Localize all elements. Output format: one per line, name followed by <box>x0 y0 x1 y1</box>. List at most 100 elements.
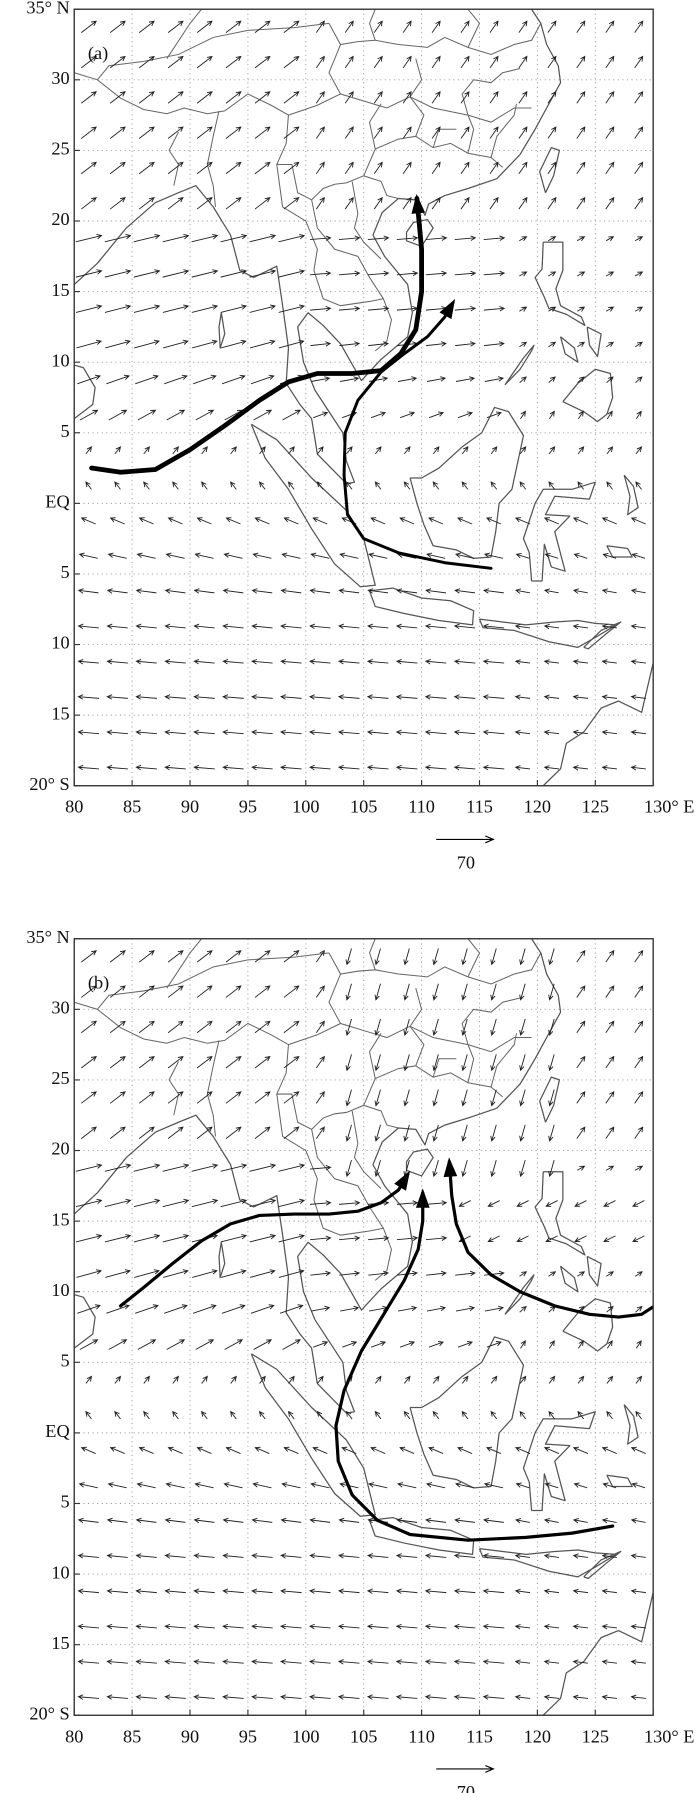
wind-vector <box>395 1694 418 1700</box>
wind-vector <box>191 233 219 243</box>
wind-vector <box>254 1446 270 1454</box>
wind-vector <box>344 126 354 139</box>
wind-vector <box>630 517 646 525</box>
map-panel: (a)80 85 90 95 100 105 110 115 120 125 130° E35° N… <box>26 0 694 873</box>
wind-vector <box>630 588 646 594</box>
wind-vector <box>543 517 560 525</box>
border <box>351 1110 382 1189</box>
wind-vector <box>572 729 589 736</box>
streamline <box>118 1172 410 1308</box>
wind-vector <box>547 126 557 139</box>
wind-vector <box>75 1198 103 1208</box>
wind-vector <box>338 270 361 277</box>
wind-vector <box>136 552 156 559</box>
wind-vector <box>135 659 157 665</box>
wind-vector <box>402 196 412 210</box>
wind-vector <box>424 1659 447 1665</box>
wind-vector <box>548 1305 556 1313</box>
wind-vector <box>278 304 305 313</box>
wind-vector <box>432 1124 439 1142</box>
coastline <box>368 1516 475 1555</box>
border <box>409 58 425 137</box>
wind-vector <box>225 1055 242 1069</box>
wind-vector <box>424 623 447 629</box>
wind-vector <box>572 588 588 594</box>
wind-vector <box>167 161 184 175</box>
wind-vector <box>432 481 440 490</box>
wind-vector <box>254 1091 271 1104</box>
wind-vector <box>367 1553 389 1559</box>
wind-vector <box>230 446 237 455</box>
wind-vector <box>133 269 161 278</box>
coastline <box>534 241 586 327</box>
x-tick-label: 80 <box>65 797 83 817</box>
border <box>328 952 542 985</box>
wind-vector <box>138 161 155 175</box>
wind-vector <box>403 481 411 490</box>
wind-vector <box>222 694 244 700</box>
wind-vector <box>635 410 642 420</box>
wind-vector <box>601 1517 617 1524</box>
wind-vector <box>518 196 528 210</box>
wind-vector <box>201 446 208 455</box>
wind-vector <box>426 341 447 347</box>
wind-vector <box>574 1235 587 1243</box>
wind-vector <box>222 1553 244 1559</box>
wind-vector <box>345 1089 352 1107</box>
wind-vector <box>453 659 476 665</box>
coastline <box>542 1592 654 1716</box>
wind-vector <box>370 411 387 419</box>
wind-vector <box>225 1126 242 1139</box>
wind-vector <box>519 341 528 348</box>
wind-vector <box>635 376 643 383</box>
wind-vector <box>483 552 504 559</box>
wind-vector <box>601 1694 618 1700</box>
y-tick-label: 10 <box>51 1562 69 1582</box>
border <box>166 938 202 989</box>
x-tick-label: 90 <box>181 1726 199 1746</box>
wind-vector <box>283 1126 300 1139</box>
wind-vector <box>143 1375 150 1384</box>
wind-vector <box>251 1553 273 1559</box>
wind-vector <box>339 552 359 559</box>
border <box>368 9 376 41</box>
wind-vector <box>632 1235 645 1243</box>
panel-label: (b) <box>88 973 109 994</box>
wind-vector <box>167 950 184 963</box>
wind-vector <box>85 1375 93 1384</box>
coastline <box>409 406 525 560</box>
wind-vector <box>345 1018 352 1037</box>
y-tick-label: 5 <box>61 421 70 441</box>
wind-vector <box>514 1694 531 1700</box>
wind-vector <box>399 517 415 525</box>
wind-vector <box>85 446 93 455</box>
wind-vector <box>366 764 389 771</box>
wind-vector <box>225 1091 242 1104</box>
wind-vector <box>309 1164 332 1171</box>
wind-vector <box>164 694 186 700</box>
wind-vector <box>634 1126 644 1139</box>
wind-vector <box>425 1482 446 1489</box>
wind-vector <box>576 949 586 963</box>
map-content <box>74 938 654 1716</box>
wind-vector <box>315 1091 325 1104</box>
wind-vector <box>249 339 276 349</box>
wind-vector <box>630 1659 646 1665</box>
x-tick-label: 105 <box>350 797 377 817</box>
wind-vector <box>606 1410 613 1420</box>
wind-vector <box>278 1234 305 1243</box>
wind-vector <box>77 588 99 594</box>
wind-vector <box>225 91 242 104</box>
wind-vector <box>106 1304 131 1314</box>
wind-vector <box>338 306 361 312</box>
wind-vector <box>432 948 439 966</box>
wind-vector <box>85 481 92 490</box>
wind-vector <box>634 126 644 139</box>
wind-vector <box>484 341 505 347</box>
wind-vector <box>259 1375 266 1384</box>
wind-vector <box>489 20 499 33</box>
wind-vector <box>576 1091 586 1104</box>
wind-vector <box>164 1694 186 1700</box>
wind-vector <box>283 197 300 210</box>
wind-vector <box>606 376 614 383</box>
